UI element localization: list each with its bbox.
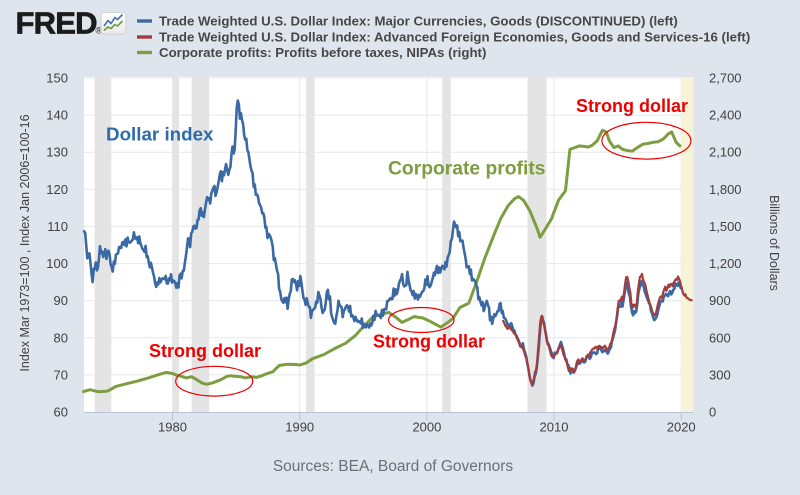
svg-text:2010: 2010: [540, 420, 569, 435]
svg-text:Billions of Dollars: Billions of Dollars: [767, 195, 781, 291]
svg-text:Strong dollar: Strong dollar: [576, 96, 688, 116]
svg-text:300: 300: [709, 367, 731, 382]
svg-text:80: 80: [54, 330, 68, 345]
svg-text:1,500: 1,500: [709, 219, 742, 234]
svg-text:1,800: 1,800: [709, 182, 742, 197]
svg-text:120: 120: [46, 182, 68, 197]
svg-text:1980: 1980: [158, 420, 187, 435]
svg-text:130: 130: [46, 145, 68, 160]
svg-text:Corporate profits: Profits bef: Corporate profits: Profits before taxes,…: [159, 45, 486, 60]
svg-text:110: 110: [47, 219, 68, 234]
svg-text:150: 150: [46, 71, 68, 86]
svg-text:®: ®: [96, 26, 103, 36]
svg-text:Strong dollar: Strong dollar: [149, 341, 261, 361]
svg-text:Sources: BEA, Board of Governo: Sources: BEA, Board of Governors: [273, 458, 514, 475]
svg-text:0: 0: [709, 405, 716, 420]
svg-text:600: 600: [709, 330, 731, 345]
svg-text:2,400: 2,400: [709, 108, 742, 123]
svg-text:Trade Weighted U.S. Dollar Ind: Trade Weighted U.S. Dollar Index: Major …: [159, 14, 678, 29]
svg-text:Corporate profits: Corporate profits: [388, 159, 545, 180]
svg-text:Dollar index: Dollar index: [106, 124, 214, 145]
svg-text:Index Mar 1973=100 , Index Jan: Index Mar 1973=100 , Index Jan 2006=100-…: [18, 114, 32, 371]
svg-text:70: 70: [54, 367, 68, 382]
svg-text:2000: 2000: [412, 420, 441, 435]
svg-text:1,200: 1,200: [709, 256, 742, 271]
svg-text:1990: 1990: [285, 420, 314, 435]
svg-text:140: 140: [46, 108, 68, 123]
svg-text:2020: 2020: [667, 420, 696, 435]
svg-text:2,700: 2,700: [709, 71, 742, 86]
svg-text:2,100: 2,100: [709, 145, 742, 160]
svg-text:60: 60: [54, 405, 68, 420]
svg-text:FRED: FRED: [16, 6, 98, 41]
svg-text:Trade Weighted U.S. Dollar Ind: Trade Weighted U.S. Dollar Index: Advanc…: [159, 30, 750, 45]
svg-text:90: 90: [54, 293, 68, 308]
svg-text:900: 900: [709, 293, 731, 308]
svg-text:Strong dollar: Strong dollar: [373, 332, 485, 352]
svg-text:100: 100: [46, 256, 68, 271]
